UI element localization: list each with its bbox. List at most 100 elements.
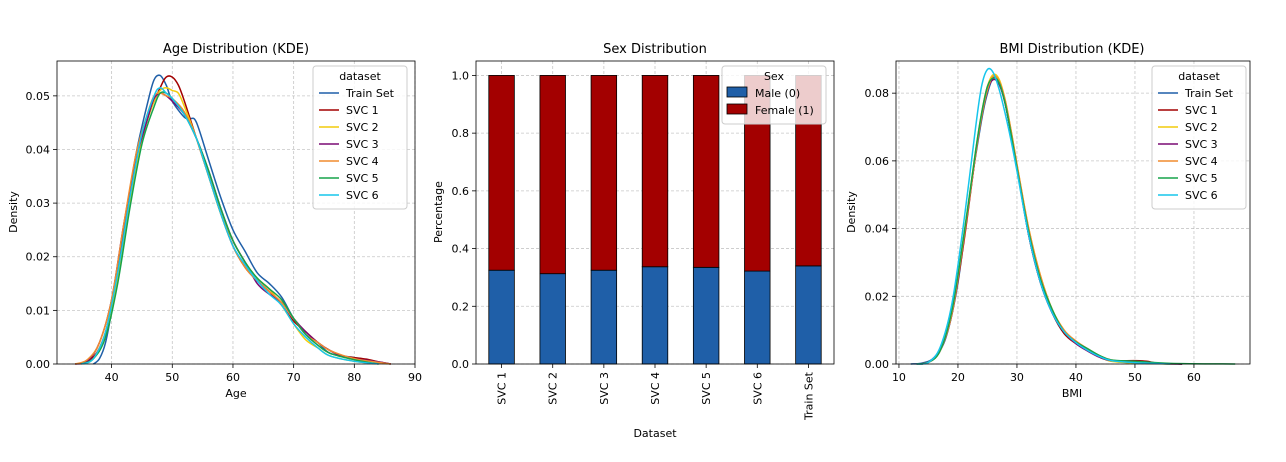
bmi-y-axis-label: Density xyxy=(845,191,858,233)
bmi-plot-frame xyxy=(895,60,1251,365)
bmi-x-tick-label: 40 xyxy=(1069,371,1083,384)
bmi-legend-title: dataset xyxy=(1178,70,1220,83)
age-series-line-svc-5 xyxy=(80,91,379,365)
bmi-legend-label: SVC 6 xyxy=(1185,189,1218,202)
sex-x-axis-label: Dataset xyxy=(633,427,677,440)
sex-y-tick-label: 0.4 xyxy=(452,243,470,256)
bmi-x-tick-label: 20 xyxy=(951,371,965,384)
age-x-tick-label: 60 xyxy=(226,371,240,384)
age-y-tick-label: 0.01 xyxy=(26,304,51,317)
bmi-series-line-train-set xyxy=(910,76,1183,365)
age-legend: dataset Train Set SVC 1 SVC 2 SVC 3 SVC 4 SVC … xyxy=(312,65,408,210)
sex-legend-box xyxy=(721,65,827,125)
bmi-legend-label: SVC 4 xyxy=(1185,155,1218,168)
sex-bar-male-0-svc-5 xyxy=(692,266,720,365)
bmi-y-tick-label: 0.06 xyxy=(865,155,890,168)
sex-x-tick-label: SVC 5 xyxy=(700,372,713,405)
age-x-tick-label: 70 xyxy=(287,371,301,384)
sex-bar-male-0-svc-3 xyxy=(590,269,618,365)
age-x-tick-label: 40 xyxy=(105,371,119,384)
bmi-y-tick-label: 0.04 xyxy=(865,223,890,236)
bmi-legend-box xyxy=(1151,65,1247,210)
bmi-series-line-svc-3 xyxy=(916,78,1183,365)
age-y-tick-label: 0.00 xyxy=(26,358,51,371)
bmi-y-tick-label: 0.08 xyxy=(865,87,890,100)
sex-y-tick-label: 0.2 xyxy=(452,300,470,313)
age-kde-panel: Age Distribution (KDE) Age Density 40 50 6… xyxy=(7,42,422,400)
bmi-y-tick-label: 0.02 xyxy=(865,290,890,303)
sex-y-tick-label: 1.0 xyxy=(452,69,470,82)
bmi-legend: dataset Train Set SVC 1 SVC 2 SVC 3 SVC 4 SVC … xyxy=(1151,65,1247,210)
sex-y-tick-label: 0.0 xyxy=(452,358,470,371)
age-plot-frame xyxy=(56,60,416,365)
age-x-tick-label: 50 xyxy=(165,371,179,384)
sex-x-tick-label: SVC 2 xyxy=(547,372,560,405)
bmi-series-line-svc-2 xyxy=(916,73,1171,365)
bmi-x-tick-label: 50 xyxy=(1128,371,1142,384)
sex-x-tick-label: SVC 3 xyxy=(598,372,611,405)
bmi-chart-title: BMI Distribution (KDE) xyxy=(1000,42,1145,57)
sex-legend-swatch xyxy=(726,103,748,115)
sex-bar-female-1-svc-3 xyxy=(590,75,618,271)
age-legend-box xyxy=(312,65,408,210)
sex-legend-title: Sex xyxy=(764,70,785,83)
bmi-series-line-svc-1 xyxy=(916,76,1183,365)
age-legend-label: SVC 4 xyxy=(346,155,379,168)
age-y-tick-label: 0.05 xyxy=(26,90,51,103)
bmi-series-line-svc-4 xyxy=(916,75,1171,365)
sex-bar-male-0-svc-2 xyxy=(539,273,566,365)
bmi-legend-label: SVC 2 xyxy=(1185,121,1218,134)
bmi-x-tick-label: 30 xyxy=(1010,371,1024,384)
age-legend-label: Train Set xyxy=(345,87,395,100)
bmi-kde-panel: BMI Distribution (KDE) BMI Density 10 20 3… xyxy=(845,42,1251,400)
age-series-line-svc-6 xyxy=(80,87,379,365)
age-legend-label: SVC 1 xyxy=(346,104,379,117)
sex-x-tick-label: SVC 4 xyxy=(649,372,662,405)
bmi-legend-label: SVC 5 xyxy=(1185,172,1218,185)
age-y-tick-label: 0.04 xyxy=(26,143,51,156)
sex-bar-panel: Sex Distribution Dataset Percentage 0.0 0… xyxy=(432,42,835,440)
age-legend-label: SVC 3 xyxy=(346,138,379,151)
sex-chart-title: Sex Distribution xyxy=(603,42,707,57)
age-x-tick-label: 90 xyxy=(408,371,422,384)
sex-bar-male-0-train-set xyxy=(795,265,822,365)
age-x-tick-label: 80 xyxy=(347,371,361,384)
sex-bar-female-1-svc-4 xyxy=(641,75,669,268)
age-y-tick-label: 0.02 xyxy=(26,251,51,264)
bmi-x-tick-label: 60 xyxy=(1187,371,1201,384)
sex-bar-female-1-svc-2 xyxy=(539,75,566,275)
sex-y-axis-label: Percentage xyxy=(432,181,445,243)
sex-bar-female-1-svc-1 xyxy=(488,75,515,271)
bmi-x-axis-label: BMI xyxy=(1062,387,1082,400)
bmi-x-tick-label: 10 xyxy=(892,371,906,384)
sex-bar-male-0-svc-4 xyxy=(641,266,669,365)
sex-legend: Sex Male (0) Female (1) xyxy=(721,65,827,125)
sex-legend-swatch xyxy=(726,86,748,98)
sex-plot-frame xyxy=(475,60,835,365)
sex-legend-label: Male (0) xyxy=(755,87,800,100)
age-legend-title: dataset xyxy=(339,70,381,83)
bmi-legend-label: SVC 1 xyxy=(1185,104,1218,117)
bmi-y-tick-label: 0.00 xyxy=(865,358,890,371)
bmi-legend-label: Train Set xyxy=(1184,87,1234,100)
sex-x-tick-label: SVC 6 xyxy=(751,372,764,405)
bmi-series-line-svc-6 xyxy=(916,67,1171,365)
sex-bar-male-0-svc-1 xyxy=(488,269,515,365)
sex-x-tick-label: SVC 1 xyxy=(496,372,509,405)
age-y-tick-label: 0.03 xyxy=(26,197,51,210)
bmi-legend-label: SVC 3 xyxy=(1185,138,1218,151)
sex-bar-female-1-svc-5 xyxy=(692,75,720,268)
bmi-series-line-svc-5 xyxy=(916,77,1236,365)
age-legend-label: SVC 6 xyxy=(346,189,379,202)
sex-bar-male-0-svc-6 xyxy=(744,270,771,365)
age-y-axis-label: Density xyxy=(7,191,20,233)
sex-x-tick-label: Train Set xyxy=(802,371,815,421)
age-chart-title: Age Distribution (KDE) xyxy=(163,42,309,57)
sex-legend-label: Female (1) xyxy=(755,104,814,117)
age-legend-label: SVC 5 xyxy=(346,172,379,185)
sex-y-tick-label: 0.8 xyxy=(452,127,470,140)
sex-y-tick-label: 0.6 xyxy=(452,185,470,198)
age-legend-label: SVC 2 xyxy=(346,121,379,134)
age-x-axis-label: Age xyxy=(225,387,247,400)
